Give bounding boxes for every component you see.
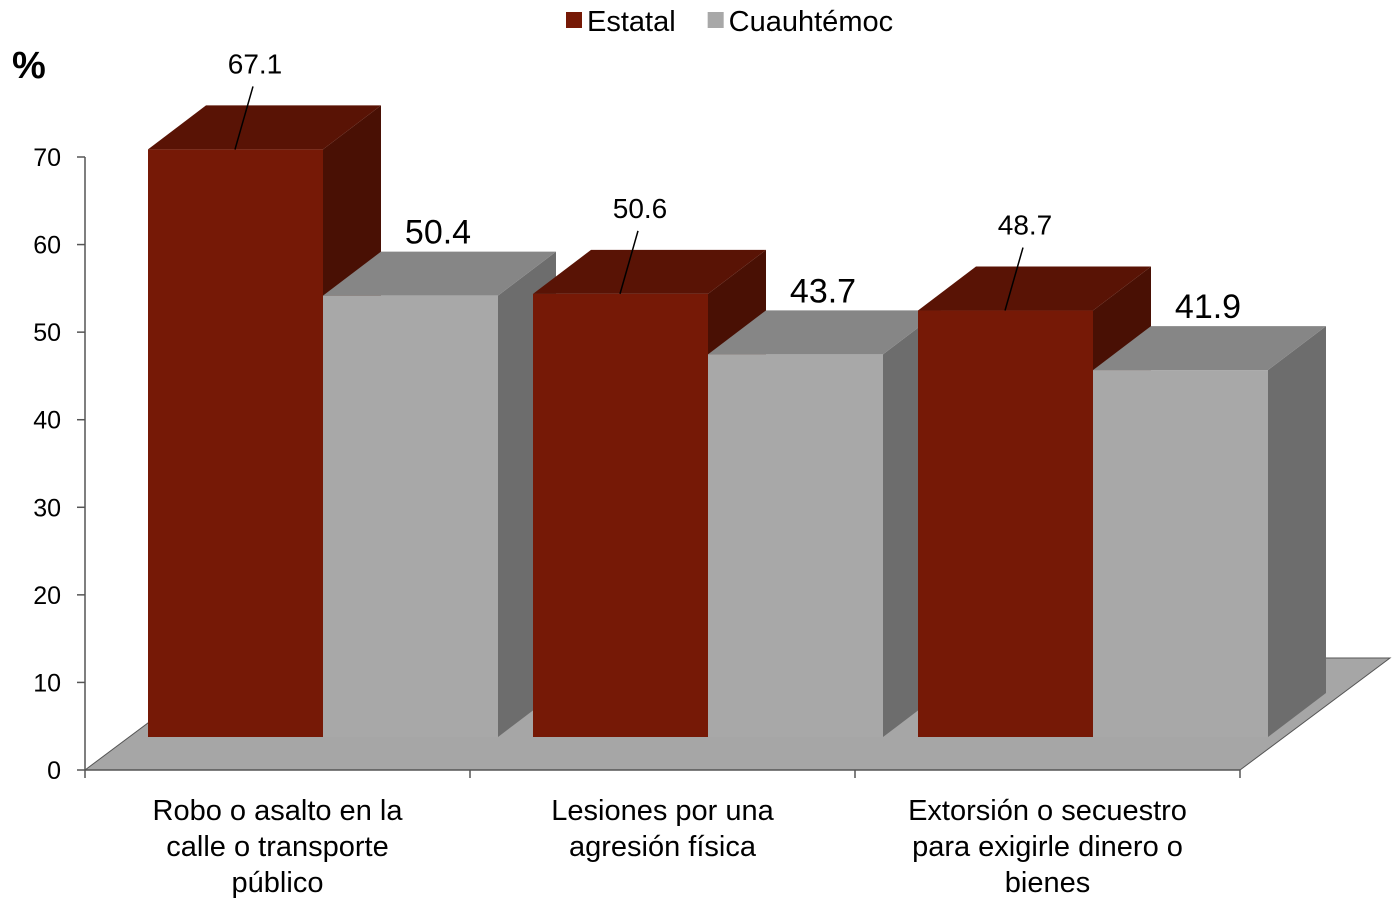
- bar-top: [148, 105, 381, 150]
- data-label: 48.7: [998, 210, 1053, 241]
- y-tick-label: 60: [33, 232, 61, 260]
- y-tick-label: 50: [33, 319, 61, 347]
- bar: [323, 251, 556, 737]
- leader-line: [234, 86, 254, 150]
- leader-line: [1004, 247, 1024, 311]
- bar-top: [708, 310, 941, 355]
- y-tick-label: 10: [33, 669, 61, 697]
- x-tick-label: Extorsión o secuestro para exigirle diner…: [908, 795, 1187, 899]
- bar-front: [533, 293, 708, 737]
- data-label: 41.9: [1175, 288, 1241, 326]
- bar-front: [323, 295, 498, 737]
- bar-front: [148, 149, 323, 737]
- bar-top: [533, 249, 766, 294]
- x-tick-label: Lesiones por una agresión física: [551, 795, 774, 863]
- legend-label: Estatal: [587, 6, 676, 38]
- y-tick-label: 30: [33, 494, 61, 522]
- bar-front: [708, 354, 883, 737]
- y-axis-label: %: [12, 45, 46, 87]
- leader-line: [619, 230, 639, 295]
- bar-top: [1093, 326, 1326, 371]
- bar: [708, 310, 941, 737]
- data-label: 50.4: [405, 214, 471, 252]
- y-tick-label: 20: [33, 582, 61, 610]
- bar-top: [918, 266, 1151, 311]
- bar-front: [918, 310, 1093, 737]
- data-label: 50.6: [613, 193, 668, 224]
- x-tick-label: Robo o asalto en la calle o transporte púb…: [153, 795, 404, 899]
- bar: [1093, 326, 1326, 737]
- data-label: 43.7: [790, 272, 856, 310]
- legend-swatch: [566, 12, 582, 28]
- bar-top: [323, 251, 556, 296]
- legend-swatch: [707, 12, 724, 28]
- bar-front: [1093, 370, 1268, 737]
- data-label: 67.1: [228, 48, 283, 79]
- y-tick-label: 70: [33, 144, 61, 172]
- y-tick-label: 0: [47, 757, 61, 785]
- y-tick-label: 40: [33, 407, 61, 435]
- legend-label: Cuauhtémoc: [729, 6, 893, 38]
- bar-side: [1268, 326, 1326, 737]
